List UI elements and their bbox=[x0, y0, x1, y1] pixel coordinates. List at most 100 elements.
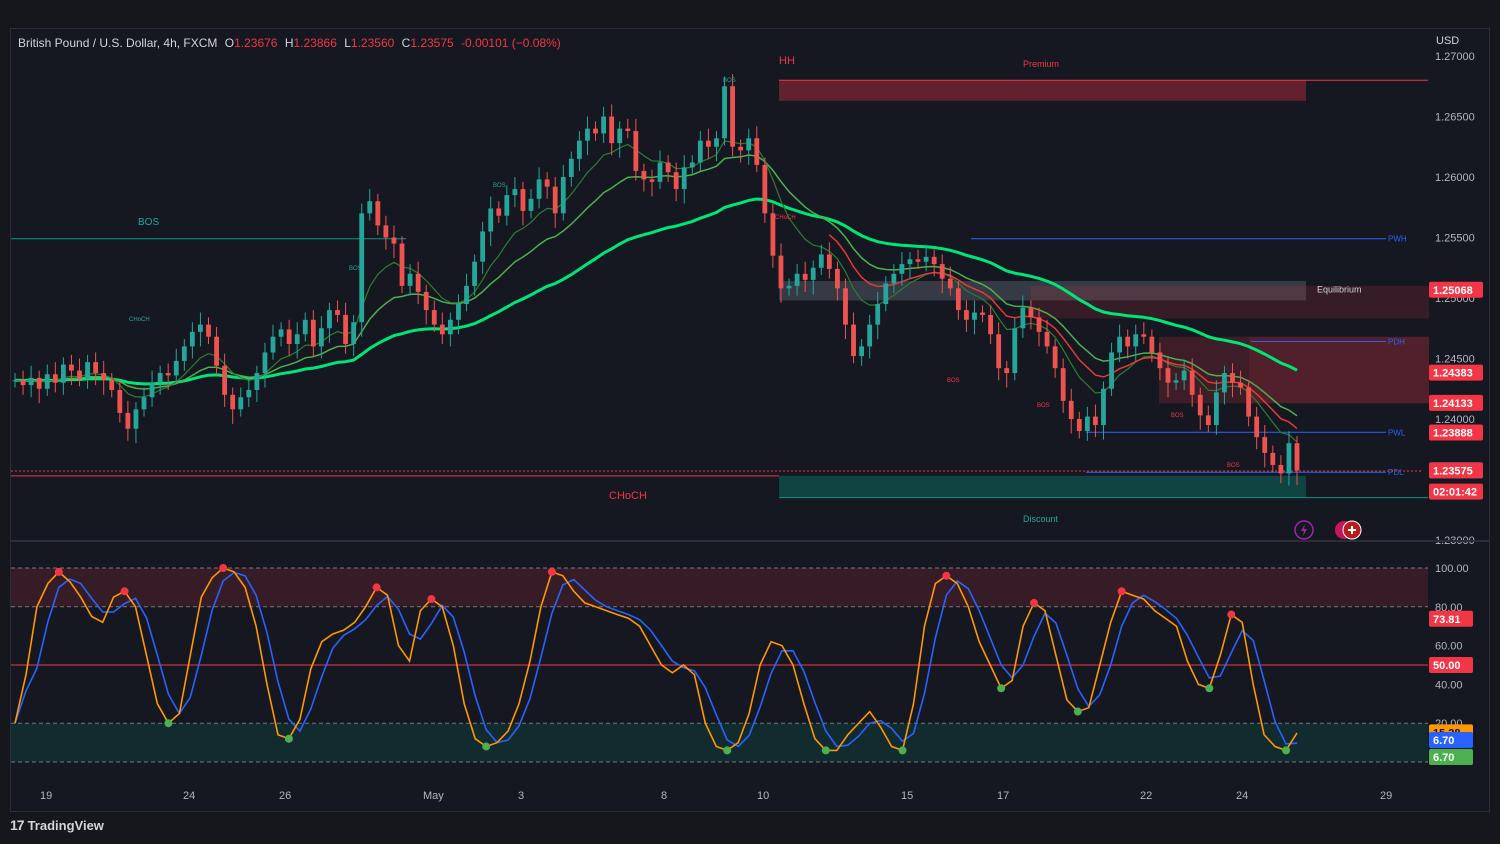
candle-body bbox=[1173, 380, 1179, 383]
candle-body bbox=[399, 243, 405, 286]
time-tick-label: 10 bbox=[757, 790, 769, 802]
candle-body bbox=[262, 352, 268, 374]
bos-small-label: BOS bbox=[1037, 403, 1050, 409]
candle-body bbox=[101, 373, 107, 381]
time-tick-label: 3 bbox=[518, 790, 524, 802]
price-badge-label: 1.25068 bbox=[1433, 285, 1473, 297]
price-tick-label: 1.26500 bbox=[1435, 112, 1475, 124]
candle-body bbox=[173, 360, 179, 376]
ema-mid bbox=[14, 154, 1298, 417]
candle-body bbox=[512, 189, 518, 196]
stoch-badge bbox=[1429, 657, 1473, 673]
price-tick-label: 1.25500 bbox=[1435, 233, 1475, 245]
candle-body bbox=[343, 314, 348, 344]
candle-body bbox=[44, 374, 50, 389]
chart-canvas[interactable]: PWH PWL PDL PDH HH Premium Equilibrium Discount… bbox=[11, 29, 1489, 811]
stoch-peak-marker bbox=[1117, 587, 1126, 596]
candle-body bbox=[1181, 370, 1187, 381]
stoch-tick-label: 80.00 bbox=[1435, 602, 1463, 614]
candle-body bbox=[222, 365, 228, 395]
stoch-peak-marker bbox=[372, 583, 381, 592]
candle-body bbox=[964, 310, 969, 320]
candle-body bbox=[270, 336, 276, 353]
stoch-peak-marker bbox=[219, 564, 228, 572]
candle-body bbox=[359, 213, 365, 323]
bos-small-label: BOS bbox=[947, 378, 960, 384]
candle-body bbox=[835, 268, 840, 289]
candle-body bbox=[1004, 368, 1010, 374]
close-label: C bbox=[401, 36, 411, 50]
tradingview-mark-icon: 17 bbox=[10, 817, 25, 833]
candle-body bbox=[891, 273, 897, 284]
currency-label[interactable]: USD bbox=[1436, 35, 1460, 47]
bos-small-label: BOS bbox=[1227, 463, 1240, 469]
stoch-badge-label: 6.70 bbox=[1433, 752, 1454, 764]
level-label-pwh: PWH bbox=[1388, 235, 1407, 244]
candle-body bbox=[883, 283, 889, 305]
candle-body bbox=[181, 346, 187, 361]
chart-frame[interactable]: PWH PWL PDL PDH HH Premium Equilibrium Discount… bbox=[10, 28, 1490, 812]
candle-body bbox=[1141, 334, 1147, 337]
stoch-trough-marker bbox=[164, 719, 173, 728]
candle-body bbox=[149, 382, 155, 398]
candle-body bbox=[762, 164, 768, 214]
candle-body bbox=[625, 128, 631, 132]
candle-body bbox=[431, 310, 437, 325]
candle-body bbox=[851, 324, 856, 357]
level-label-pdh: PDH bbox=[1388, 338, 1405, 347]
candle-body bbox=[585, 128, 590, 141]
candle-body bbox=[318, 328, 324, 347]
ema-bear bbox=[828, 234, 1298, 429]
candle-body bbox=[504, 195, 510, 216]
stoch-trough-marker bbox=[898, 746, 907, 755]
price-tick-label: 1.26000 bbox=[1435, 172, 1475, 184]
candle-body bbox=[456, 304, 461, 320]
candle-body bbox=[754, 138, 760, 165]
open-label: O bbox=[224, 36, 235, 50]
candle-body bbox=[568, 158, 574, 177]
stoch-tick-label: 40.00 bbox=[1435, 679, 1463, 691]
flags-icon[interactable] bbox=[1334, 520, 1364, 545]
candle-body bbox=[423, 291, 429, 311]
choch-label: CHoCH bbox=[609, 490, 647, 502]
candle-body bbox=[496, 208, 502, 216]
candle-body bbox=[133, 409, 139, 429]
candle-body bbox=[1036, 317, 1042, 332]
symbol-name: British Pound / U.S. Dollar, 4h, FXCM bbox=[18, 36, 218, 50]
lightning-icon[interactable] bbox=[1294, 520, 1314, 545]
stoch-peak-marker bbox=[547, 567, 556, 576]
stoch-trough-marker bbox=[1073, 707, 1082, 716]
candle-body bbox=[60, 364, 66, 383]
tradingview-logo[interactable]: 17 TradingView bbox=[10, 817, 104, 833]
candle-body bbox=[310, 319, 316, 347]
premium-label: Premium bbox=[1023, 59, 1059, 69]
candle-body bbox=[77, 370, 82, 380]
candle-body bbox=[1213, 392, 1219, 426]
stoch-trough-marker bbox=[821, 746, 830, 755]
stoch-peak-marker bbox=[942, 571, 951, 580]
candle-body bbox=[609, 116, 615, 144]
candle-body bbox=[302, 319, 308, 335]
candle-body bbox=[1028, 307, 1034, 318]
candle-body bbox=[706, 140, 711, 147]
supply-zone-1 bbox=[1031, 285, 1429, 319]
candle-body bbox=[1157, 352, 1163, 369]
candle-body bbox=[843, 288, 848, 325]
candle-body bbox=[786, 285, 792, 289]
time-tick-label: 24 bbox=[1236, 790, 1248, 802]
candle-body bbox=[867, 324, 873, 347]
price-badge bbox=[1429, 364, 1483, 381]
change-value: -0.00101 (−0.08%) bbox=[461, 36, 561, 50]
bos-label: BOS bbox=[138, 217, 159, 228]
candle-body bbox=[1230, 373, 1235, 383]
candle-body bbox=[955, 288, 961, 311]
candle-body bbox=[972, 312, 977, 320]
price-badge-label: 1.23575 bbox=[1433, 465, 1473, 477]
candle-body bbox=[859, 346, 865, 357]
stoch-trough-marker bbox=[1205, 684, 1214, 693]
stoch-tick-label: 60.00 bbox=[1435, 641, 1463, 653]
candle-body bbox=[1117, 336, 1123, 353]
low-label: L bbox=[344, 36, 351, 50]
choch-small-label: CHoCH bbox=[775, 215, 796, 221]
candle-body bbox=[165, 373, 171, 376]
